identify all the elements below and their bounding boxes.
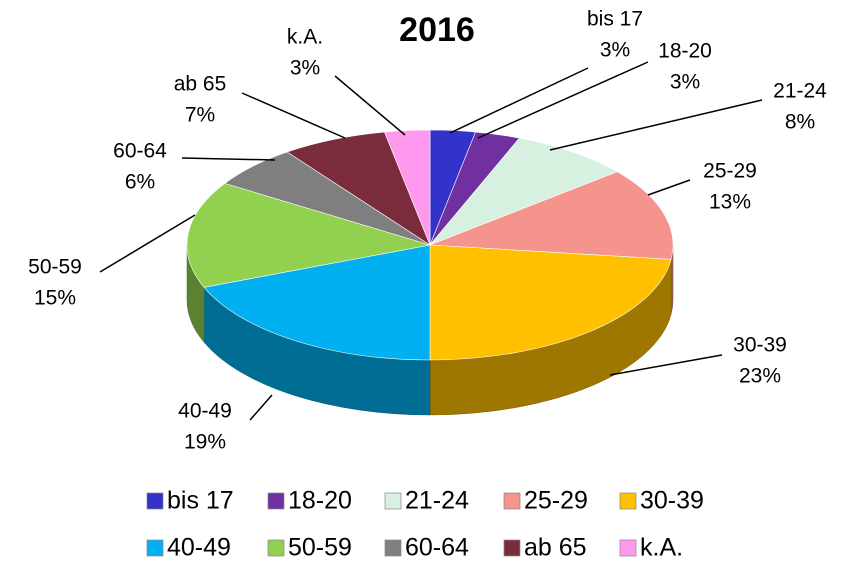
chart-title: 2016 bbox=[399, 11, 475, 49]
data-label: 7% bbox=[185, 104, 215, 127]
legend-swatch bbox=[146, 539, 164, 557]
leader-line bbox=[549, 99, 763, 151]
data-label-name: 50-59 bbox=[28, 256, 82, 279]
legend-label: 50-59 bbox=[288, 534, 352, 562]
slice bbox=[203, 244, 431, 361]
legend-label: bis 17 bbox=[167, 487, 234, 515]
legend-label: ab 65 bbox=[524, 534, 587, 562]
legend-label: 60-64 bbox=[405, 534, 469, 562]
legend-swatch bbox=[619, 539, 637, 557]
legend-swatch bbox=[146, 492, 164, 510]
leader-line bbox=[241, 92, 346, 139]
data-label-name: 18-20 bbox=[658, 40, 712, 63]
data-label: 6% bbox=[125, 171, 155, 194]
legend-swatch bbox=[384, 539, 402, 557]
data-label-name: 40-49 bbox=[178, 400, 232, 423]
slice bbox=[186, 183, 431, 288]
legend-label: 21-24 bbox=[405, 487, 469, 515]
legend-label: 18-20 bbox=[288, 487, 352, 515]
data-label: 8% bbox=[785, 111, 815, 134]
data-label-name: 60-64 bbox=[113, 140, 167, 163]
data-label: 23% bbox=[739, 365, 781, 388]
legend-label: 40-49 bbox=[167, 534, 231, 562]
legend-swatch bbox=[384, 492, 402, 510]
slice bbox=[429, 244, 672, 361]
leader-line bbox=[249, 394, 273, 421]
legend-label: 25-29 bbox=[524, 487, 588, 515]
data-label-name: ab 65 bbox=[174, 73, 227, 96]
data-label-name: 21-24 bbox=[773, 80, 827, 103]
legend-label: 30-39 bbox=[640, 487, 704, 515]
slice bbox=[384, 129, 431, 246]
data-label: 3% bbox=[290, 57, 320, 80]
leader-line bbox=[449, 67, 589, 134]
data-label-name: 25-29 bbox=[703, 160, 757, 183]
data-label: 3% bbox=[670, 71, 700, 94]
legend-swatch bbox=[503, 492, 521, 510]
leader-line bbox=[99, 214, 196, 273]
leader-line bbox=[181, 157, 276, 161]
slice bbox=[429, 171, 674, 260]
data-label: 13% bbox=[709, 191, 751, 214]
leader-line bbox=[647, 179, 691, 196]
leader-line bbox=[334, 75, 406, 136]
legend-label: k.A. bbox=[640, 534, 683, 562]
leader-line bbox=[477, 61, 649, 139]
data-label-name: 30-39 bbox=[733, 334, 787, 357]
leader-line bbox=[609, 354, 723, 376]
legend-swatch bbox=[267, 492, 285, 510]
slice bbox=[286, 131, 431, 246]
data-label-name: k.A. bbox=[287, 26, 323, 49]
legend-swatch bbox=[503, 539, 521, 557]
data-label: 15% bbox=[34, 287, 76, 310]
data-label: 19% bbox=[184, 431, 226, 454]
legend-swatch bbox=[267, 539, 285, 557]
slice bbox=[429, 137, 618, 246]
data-label: 3% bbox=[600, 39, 630, 62]
data-label-name: bis 17 bbox=[587, 8, 643, 31]
legend-swatch bbox=[619, 492, 637, 510]
